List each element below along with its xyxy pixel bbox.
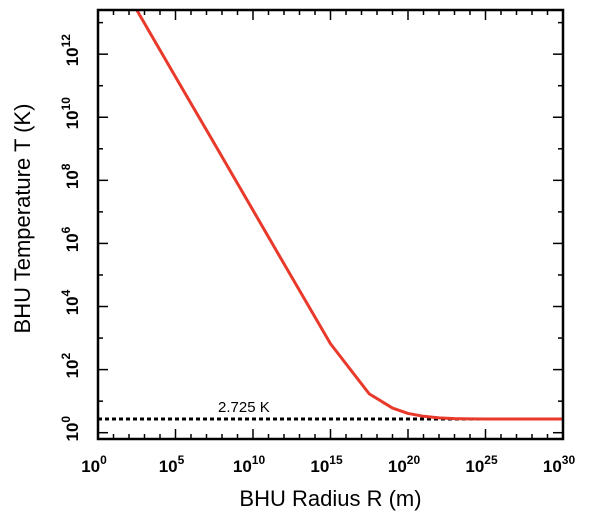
tick-labels-layer: 100 105 1010 1015 1020 1025 1030 100 102 104 106 10… — [59, 34, 575, 476]
y-tick-label: 100 — [59, 416, 82, 442]
plot-frame — [96, 8, 565, 441]
x-tick-label: 1025 — [465, 453, 498, 476]
y-tick-label: 1010 — [59, 97, 82, 130]
reference-line-label: 2.725 K — [218, 399, 270, 416]
y-tick-label: 102 — [59, 352, 82, 378]
y-tick-label: 108 — [59, 163, 82, 189]
x-tick-label: 1020 — [388, 453, 421, 476]
y-tick-label: 1012 — [59, 34, 82, 67]
y-axis-title: BHU Temperature T (K) — [10, 104, 35, 334]
x-tick-label: 105 — [159, 453, 185, 476]
x-tick-label: 100 — [81, 453, 107, 476]
x-axis-title: BHU Radius R (m) — [239, 486, 421, 511]
series-line — [135, 10, 563, 421]
y-tick-label: 104 — [59, 289, 82, 315]
x-tick-label: 1010 — [233, 453, 266, 476]
y-tick-label: 106 — [59, 226, 82, 252]
ticks-layer — [97, 10, 564, 439]
x-tick-label: 1030 — [543, 453, 576, 476]
data-layer — [98, 10, 563, 421]
x-tick-label: 1015 — [310, 453, 343, 476]
